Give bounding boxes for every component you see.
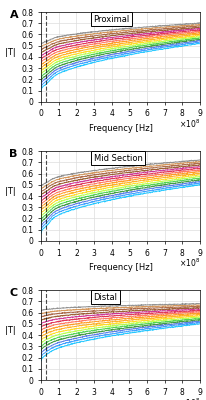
Y-axis label: |T|: |T|	[5, 48, 16, 57]
X-axis label: Frequency [Hz]: Frequency [Hz]	[89, 124, 152, 133]
Text: A: A	[9, 10, 18, 20]
Text: Proximal: Proximal	[94, 15, 130, 24]
X-axis label: Frequency [Hz]: Frequency [Hz]	[89, 263, 152, 272]
Text: $\times10^8$: $\times10^8$	[179, 396, 200, 400]
Text: C: C	[9, 288, 18, 298]
Text: $\times10^8$: $\times10^8$	[179, 257, 200, 270]
Text: Distal: Distal	[94, 293, 118, 302]
Text: $\times10^8$: $\times10^8$	[179, 118, 200, 130]
Text: B: B	[9, 149, 18, 159]
Y-axis label: |T|: |T|	[5, 326, 16, 335]
Y-axis label: |T|: |T|	[5, 187, 16, 196]
Text: Mid Section: Mid Section	[94, 154, 142, 163]
